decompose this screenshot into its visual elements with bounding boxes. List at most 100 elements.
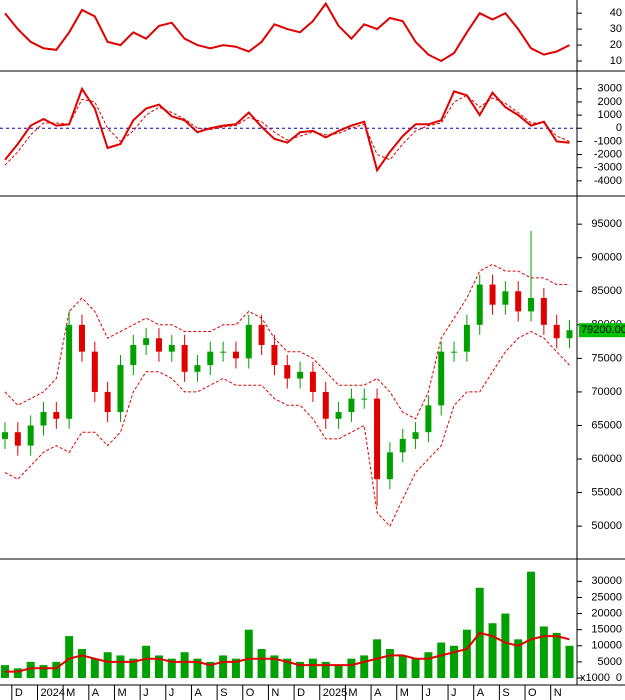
candle-body — [515, 291, 522, 312]
candle-body — [528, 297, 535, 312]
candle-body — [194, 365, 201, 372]
volume-bar — [398, 655, 407, 678]
candle-body — [309, 371, 316, 392]
candle-body — [232, 351, 239, 359]
candle-body — [258, 324, 265, 345]
x-tick-label: N — [271, 687, 279, 699]
candle-body — [220, 351, 227, 353]
volume-bar — [129, 658, 138, 678]
y-tick-label: -1000 — [594, 135, 622, 147]
x-tick-label: O — [528, 687, 537, 699]
candle-body — [284, 365, 291, 379]
candle-body — [78, 324, 85, 352]
y-tick-label: 10 — [610, 55, 622, 67]
x-tick-label: M — [348, 687, 357, 699]
candle-body — [322, 391, 329, 419]
volume-bar — [283, 658, 292, 678]
candle-body — [489, 284, 496, 305]
volume-bar — [90, 658, 99, 678]
candle-body — [425, 405, 432, 433]
candle-body — [27, 425, 34, 446]
volume-bar — [154, 655, 163, 678]
candle-body — [66, 324, 73, 419]
y-tick-label: 70000 — [591, 386, 622, 398]
volume-bar — [462, 629, 471, 678]
x-tick-label: M — [66, 687, 75, 699]
y-tick-label: 5000 — [598, 656, 622, 668]
candle-body — [130, 344, 137, 366]
volume-bar — [206, 661, 215, 678]
y-tick-label: 20000 — [591, 607, 622, 619]
last-price-box — [579, 323, 625, 338]
volume-bar — [308, 658, 317, 678]
volume-bar — [411, 658, 420, 678]
y-tick-label: 10000 — [591, 640, 622, 652]
x-tick-label: A — [477, 687, 485, 699]
volume-bar — [539, 626, 548, 678]
volume-bar — [39, 665, 48, 678]
x-tick-label: A — [92, 687, 100, 699]
candle-body — [412, 432, 419, 439]
candle-body — [155, 338, 162, 352]
volume-bar — [360, 655, 369, 678]
band-upper — [4, 263, 570, 420]
y-tick-label: 0 — [616, 672, 622, 684]
indicator-line — [4, 94, 570, 166]
x-tick-label: S — [502, 687, 509, 699]
y-tick-label: 1000 — [598, 109, 622, 121]
candle-body — [540, 297, 547, 325]
volume-bar — [52, 661, 61, 678]
candle-body — [348, 398, 355, 413]
volume-bar — [65, 636, 74, 678]
x-tick-label: O — [246, 687, 255, 699]
volume-bar — [13, 668, 22, 678]
unit-label: x1000 — [580, 672, 610, 684]
candle-body — [143, 338, 150, 345]
volume-bar — [501, 613, 510, 678]
y-tick-label: -2000 — [594, 148, 622, 160]
volume-bar — [488, 623, 497, 678]
y-tick-label: 75000 — [591, 352, 622, 364]
volume-bar — [347, 658, 356, 678]
volume-bar — [296, 661, 305, 678]
candle-body — [463, 324, 470, 352]
volume-bar — [437, 642, 446, 678]
volume-bar — [231, 658, 240, 678]
candle-body — [168, 344, 175, 352]
volume-bar — [244, 629, 253, 678]
candle-body — [451, 351, 458, 353]
x-tick-label: D — [15, 687, 23, 699]
volume-bar — [450, 645, 459, 678]
candle-body — [40, 412, 47, 426]
y-tick-label: -3000 — [594, 162, 622, 174]
y-tick-label: 95000 — [591, 218, 622, 230]
candle-body — [104, 391, 111, 413]
candle-body — [566, 330, 573, 339]
volume-bar — [116, 655, 125, 678]
x-tick-label: 2024 — [40, 687, 64, 699]
candle-body — [386, 452, 393, 480]
candle-body — [181, 344, 188, 372]
volume-bar — [321, 661, 330, 678]
volume-bar — [77, 649, 86, 678]
x-tick-label: M — [117, 687, 126, 699]
candle-body — [361, 398, 368, 400]
x-tick-label: J — [425, 687, 431, 699]
candle-body — [476, 284, 483, 325]
volume-bar — [257, 649, 266, 678]
y-tick-label: 40 — [610, 7, 622, 19]
y-tick-label: 90000 — [591, 252, 622, 264]
volume-bar — [270, 655, 279, 678]
x-tick-label: J — [143, 687, 149, 699]
candle-body — [245, 324, 252, 359]
y-tick-label: -4000 — [594, 175, 622, 187]
volume-bar — [424, 652, 433, 678]
candle-body — [335, 412, 342, 419]
y-tick-label: 30 — [610, 23, 622, 35]
x-tick-label: A — [194, 687, 202, 699]
volume-bar — [334, 665, 343, 678]
volume-bar — [219, 655, 228, 678]
candle-body — [297, 371, 304, 379]
y-tick-label: 85000 — [591, 285, 622, 297]
